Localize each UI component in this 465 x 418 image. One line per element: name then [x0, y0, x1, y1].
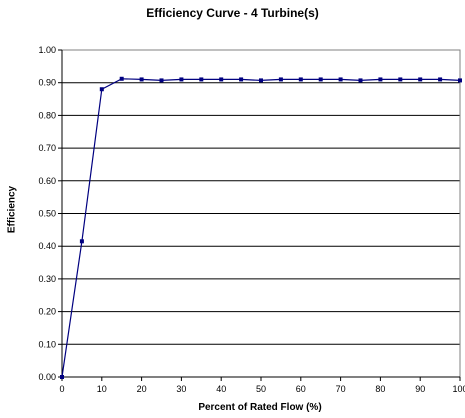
- data-point: [438, 77, 442, 81]
- data-point: [319, 77, 323, 81]
- y-tick-label: 0.80: [38, 110, 56, 120]
- y-tick-label: 0.30: [38, 274, 56, 284]
- data-point: [279, 77, 283, 81]
- data-point: [359, 78, 363, 82]
- data-point: [299, 77, 303, 81]
- y-tick-label: 0.20: [38, 307, 56, 317]
- y-tick-label: 0.40: [38, 241, 56, 251]
- x-tick-label: 0: [59, 384, 64, 394]
- y-tick-label: 0.10: [38, 339, 56, 349]
- y-tick-label: 0.70: [38, 143, 56, 153]
- data-point: [458, 78, 462, 82]
- data-point: [259, 78, 263, 82]
- y-tick-label: 0.50: [38, 209, 56, 219]
- data-point: [120, 77, 124, 81]
- x-tick-label: 40: [216, 384, 226, 394]
- data-point: [100, 87, 104, 91]
- x-tick-label: 30: [176, 384, 186, 394]
- series-line: [62, 79, 460, 377]
- y-tick-label: 0.90: [38, 78, 56, 88]
- y-axis-label: Efficiency: [7, 180, 18, 240]
- data-point: [239, 77, 243, 81]
- data-point: [339, 77, 343, 81]
- data-point: [219, 77, 223, 81]
- data-point: [179, 77, 183, 81]
- y-tick-label: 0.00: [38, 372, 56, 382]
- x-axis-label: Percent of Rated Flow (%): [60, 402, 460, 413]
- y-tick-label: 1.00: [38, 45, 56, 55]
- x-tick-label: 50: [256, 384, 266, 394]
- data-point: [140, 77, 144, 81]
- x-tick-label: 100: [452, 384, 465, 394]
- x-tick-label: 80: [375, 384, 385, 394]
- x-tick-label: 70: [336, 384, 346, 394]
- data-point: [418, 77, 422, 81]
- data-point: [160, 78, 164, 82]
- x-tick-label: 60: [296, 384, 306, 394]
- data-point: [80, 239, 84, 243]
- data-point: [378, 77, 382, 81]
- data-point: [60, 375, 64, 379]
- x-tick-label: 90: [415, 384, 425, 394]
- data-point: [199, 77, 203, 81]
- x-tick-label: 20: [137, 384, 147, 394]
- y-tick-label: 0.60: [38, 176, 56, 186]
- data-point: [398, 77, 402, 81]
- x-tick-label: 10: [97, 384, 107, 394]
